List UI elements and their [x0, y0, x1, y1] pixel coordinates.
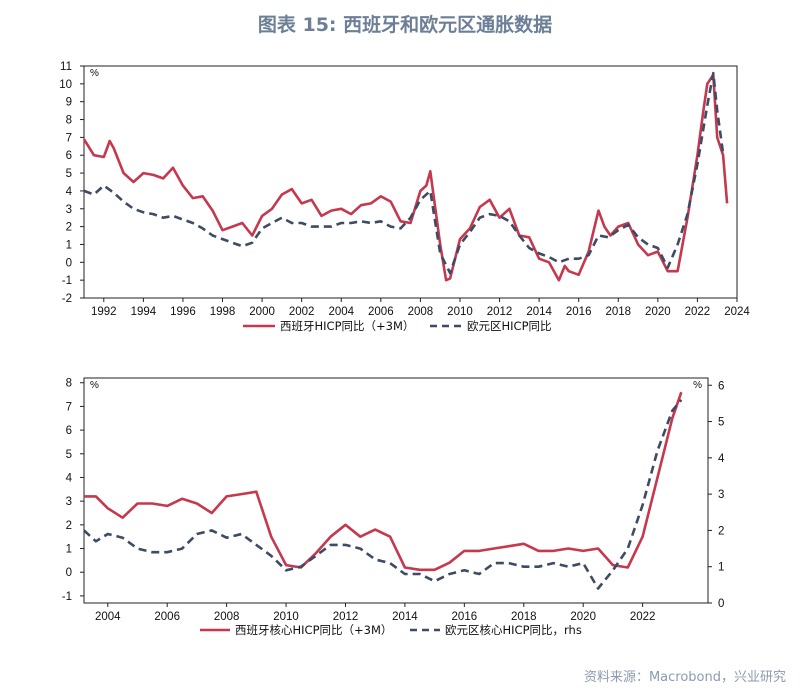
x-tick-label: 2022 — [630, 611, 656, 623]
legend-label-2: 欧元区核心HICP同比，rhs — [445, 623, 582, 637]
x-tick-label: 2024 — [724, 306, 750, 318]
x-tick-label: 2014 — [392, 611, 418, 623]
x-tick-label: 1998 — [210, 306, 236, 318]
x-tick-label: 2006 — [368, 306, 394, 318]
y-tick-label: 1 — [66, 544, 72, 556]
x-tick-label: 2008 — [214, 611, 240, 623]
series-line-2 — [83, 398, 683, 590]
y2-tick-label: 4 — [718, 453, 725, 465]
y-tick-label: 4 — [66, 186, 73, 198]
y-tick-label: 10 — [59, 79, 72, 91]
y-tick-label: 7 — [66, 401, 72, 413]
y-tick-label: 0 — [66, 257, 72, 269]
legend-label-1: 西班牙核心HICP同比（+3M） — [235, 623, 392, 637]
y-tick-label: -1 — [62, 591, 72, 603]
y-tick-label: 8 — [66, 378, 72, 390]
y-tick-label: -1 — [62, 275, 72, 287]
y-tick-label: 3 — [66, 496, 72, 508]
series-line-1 — [82, 73, 729, 282]
series-line-2 — [83, 71, 725, 275]
x-tick-label: 2014 — [526, 306, 552, 318]
x-tick-label: 2020 — [645, 306, 671, 318]
y-tick-label: 6 — [66, 150, 72, 162]
legend-label-2: 欧元区HICP同比 — [467, 319, 552, 333]
x-tick-label: 2002 — [289, 306, 315, 318]
y-tick-label: 5 — [66, 449, 72, 461]
series-line-1 — [84, 391, 683, 572]
x-tick-label: 2018 — [511, 611, 537, 623]
x-tick-label: 2022 — [685, 306, 711, 318]
y-tick-label: 2 — [66, 520, 72, 532]
y-tick-label: 8 — [66, 115, 72, 127]
y-tick-label: 4 — [66, 472, 73, 484]
y2-tick-label: 1 — [718, 562, 724, 574]
y-tick-label: 7 — [66, 132, 72, 144]
x-tick-label: 2008 — [408, 306, 434, 318]
y-tick-label: -2 — [62, 293, 72, 305]
y2-tick-label: 0 — [718, 598, 724, 610]
chart-1: -2 -1 0 1 2 3 4 5 6 7 8 9 10 11% 1992 1994 1996 1998 2000 2… — [59, 61, 750, 333]
x-tick-label: 1996 — [170, 306, 196, 318]
y-tick-label: 3 — [66, 204, 72, 216]
x-tick-label: 2010 — [447, 306, 473, 318]
y-tick-label: 5 — [66, 168, 72, 180]
x-tick-label: 2012 — [333, 611, 359, 623]
x-tick-label: 1994 — [131, 306, 157, 318]
y-tick-label: 2 — [66, 222, 72, 234]
x-tick-label: 2012 — [487, 306, 513, 318]
plot-frame — [83, 65, 738, 299]
plot-frame — [83, 377, 709, 604]
y-tick-label: 9 — [66, 97, 72, 109]
y2-tick-label: 3 — [718, 489, 724, 501]
x-tick-label: 2004 — [328, 306, 354, 318]
y2-tick-label: 2 — [718, 525, 724, 537]
x-tick-label: 2016 — [566, 306, 592, 318]
left-unit-label: % — [90, 68, 99, 79]
x-tick-label: 1992 — [91, 306, 117, 318]
x-tick-label: 2016 — [452, 611, 478, 623]
figure-title: 图表 15: 西班牙和欧元区通胀数据 — [257, 14, 553, 36]
x-tick-label: 2000 — [249, 306, 275, 318]
left-unit-label: % — [90, 380, 99, 391]
source-note: 资料来源：Macrobond，兴业研究 — [583, 670, 786, 685]
x-tick-label: 2006 — [154, 611, 180, 623]
x-tick-label: 2010 — [273, 611, 299, 623]
chart-2: -1 0 1 2 3 4 5 6 7 8 0 1 2 3 4 5 6%% 2004 2006 2008 2010 2012… — [62, 377, 725, 637]
y-tick-label: 0 — [66, 567, 72, 579]
y-tick-label: 11 — [60, 61, 72, 73]
x-tick-label: 2004 — [95, 611, 121, 623]
y-tick-label: 1 — [66, 239, 72, 251]
x-tick-label: 2018 — [605, 306, 631, 318]
y2-tick-label: 6 — [718, 380, 724, 392]
right-unit-label: % — [693, 380, 702, 391]
y-tick-label: 6 — [66, 425, 72, 437]
legend-label-1: 西班牙HICP同比（+3M） — [280, 319, 414, 333]
x-tick-label: 2020 — [570, 611, 596, 623]
y2-tick-label: 5 — [718, 417, 724, 429]
